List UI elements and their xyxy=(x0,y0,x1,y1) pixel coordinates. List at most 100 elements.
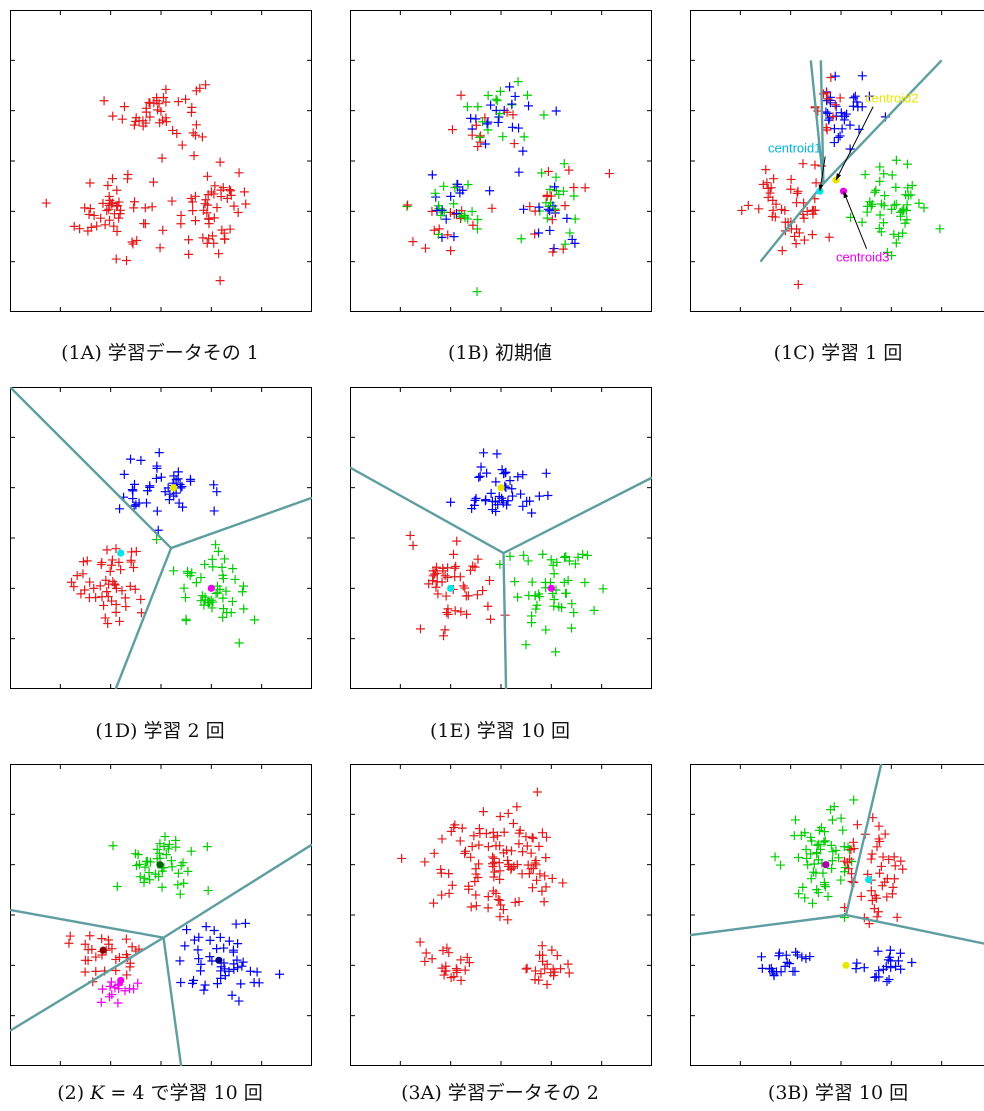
data-point xyxy=(80,203,90,213)
data-point xyxy=(888,882,898,892)
data-point xyxy=(112,226,122,236)
data-point xyxy=(122,970,132,980)
data-point xyxy=(214,249,224,259)
data-point xyxy=(78,569,88,579)
data-point xyxy=(229,964,239,974)
data-point xyxy=(163,844,173,854)
voronoi-boundary xyxy=(822,59,943,185)
data-point xyxy=(471,890,481,900)
data-point xyxy=(512,860,522,870)
data-point xyxy=(872,842,882,852)
data-point xyxy=(197,132,207,142)
data-point xyxy=(558,244,568,254)
data-point xyxy=(820,882,830,892)
data-point xyxy=(543,491,553,501)
data-point xyxy=(215,932,225,942)
data-point xyxy=(145,112,155,122)
data-point xyxy=(495,874,505,884)
data-point xyxy=(474,472,484,482)
data-point xyxy=(548,247,558,257)
data-point xyxy=(462,609,472,619)
data-point xyxy=(131,116,141,126)
data-point xyxy=(873,946,883,956)
data-point xyxy=(545,206,555,216)
data-point xyxy=(543,166,553,176)
data-point xyxy=(834,853,844,863)
data-point xyxy=(770,212,780,222)
data-point xyxy=(874,821,884,831)
data-point xyxy=(72,571,82,581)
data-point xyxy=(890,861,900,871)
data-point xyxy=(153,525,163,535)
data-point xyxy=(173,880,183,890)
data-point xyxy=(187,978,197,988)
data-point xyxy=(824,232,834,242)
data-point xyxy=(428,571,438,581)
data-point xyxy=(871,185,881,195)
data-point xyxy=(78,557,88,567)
data-point xyxy=(239,581,248,591)
data-point xyxy=(187,197,197,207)
data-point xyxy=(807,836,817,846)
data-point xyxy=(476,462,486,472)
data-point xyxy=(891,238,901,248)
data-point xyxy=(460,846,470,856)
data-point xyxy=(546,555,556,565)
data-point xyxy=(513,77,523,87)
data-point xyxy=(514,123,524,133)
data-point xyxy=(563,575,573,585)
data-point xyxy=(561,588,571,598)
caption-part: = 4 で学習 10 回 xyxy=(104,1082,263,1104)
data-point xyxy=(145,481,155,491)
data-point xyxy=(66,577,76,587)
data-point xyxy=(128,239,138,249)
data-point xyxy=(224,936,234,946)
data-point xyxy=(218,612,228,622)
data-point xyxy=(498,132,508,142)
data-point xyxy=(173,97,183,107)
data-point xyxy=(415,937,425,947)
data-point xyxy=(567,599,577,609)
data-point xyxy=(507,99,517,109)
data-point xyxy=(190,216,200,226)
centroid-marker xyxy=(169,484,178,492)
data-point xyxy=(236,979,246,989)
data-point xyxy=(210,181,220,191)
data-point xyxy=(737,205,747,215)
data-point xyxy=(96,213,106,223)
data-point xyxy=(838,825,848,835)
data-point xyxy=(239,187,249,197)
data-point xyxy=(209,925,219,935)
data-point xyxy=(200,980,210,990)
data-point xyxy=(806,832,816,842)
data-point xyxy=(487,859,497,869)
data-point xyxy=(112,185,122,195)
data-point xyxy=(107,944,117,954)
panel-caption-1A: (1A) 学習データその 1 xyxy=(61,342,259,364)
scatter-panel-1C: centroid1 centroid2 centroid3 xyxy=(690,10,984,312)
data-point xyxy=(171,835,181,845)
data-point xyxy=(880,829,890,839)
centroid-marker xyxy=(547,584,555,592)
data-point xyxy=(467,130,477,140)
data-point xyxy=(114,984,124,994)
data-point xyxy=(570,214,580,224)
data-point xyxy=(444,888,454,898)
data-point xyxy=(518,847,528,857)
data-point xyxy=(191,120,201,130)
data-point xyxy=(185,571,195,581)
panel-caption-2: (2) K = 4 で学習 10 回 xyxy=(10,1078,310,1105)
data-point xyxy=(548,964,558,974)
data-point xyxy=(121,602,131,612)
data-point xyxy=(97,934,107,944)
data-point xyxy=(218,604,228,614)
data-point xyxy=(449,209,459,219)
data-point xyxy=(152,535,162,545)
data-point xyxy=(129,562,139,572)
data-point xyxy=(794,889,804,899)
data-point xyxy=(549,601,559,611)
data-point xyxy=(97,592,107,602)
data-point xyxy=(542,980,552,990)
data-point xyxy=(230,574,240,584)
